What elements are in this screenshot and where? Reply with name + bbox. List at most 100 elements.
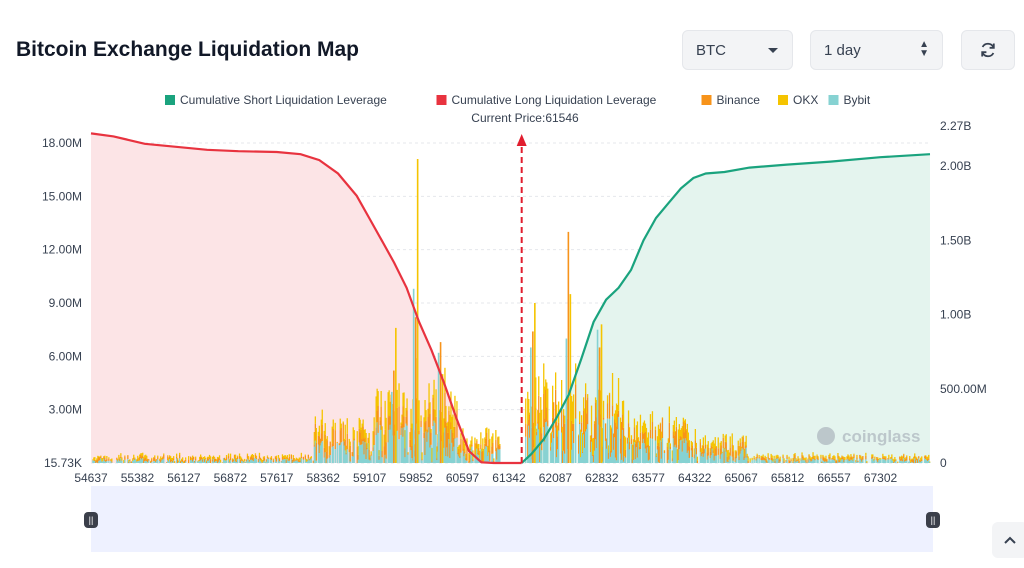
- bar-bybit: [856, 459, 858, 463]
- bar-okx: [339, 418, 341, 431]
- bar-okx: [877, 457, 879, 459]
- scroll-top-button[interactable]: [992, 522, 1024, 558]
- bar-okx: [488, 428, 490, 440]
- x-tick: 54637: [74, 471, 108, 485]
- bar-bybit: [173, 460, 175, 463]
- bar-bybit: [890, 459, 892, 463]
- bar-okx: [396, 389, 398, 408]
- bar-okx: [258, 452, 261, 456]
- refresh-button[interactable]: [961, 30, 1015, 70]
- bar-bybit: [372, 450, 374, 463]
- bar-binance: [641, 432, 644, 444]
- bar-okx: [390, 394, 392, 398]
- bar-binance: [387, 417, 389, 443]
- bar-binance: [674, 431, 676, 445]
- bar-bybit: [246, 458, 249, 463]
- bar-bybit: [416, 423, 418, 463]
- bar-binance: [127, 455, 129, 459]
- bar-okx: [412, 399, 414, 430]
- bar-bybit: [558, 430, 560, 463]
- bar-okx: [788, 456, 790, 460]
- bar-okx: [575, 363, 577, 385]
- bar-binance: [358, 428, 360, 443]
- bar-bybit: [154, 461, 156, 463]
- bar-bybit: [326, 458, 328, 463]
- bar-okx: [263, 456, 266, 458]
- bar-bybit: [98, 460, 100, 463]
- bar-bybit: [492, 453, 494, 463]
- bar-bybit: [672, 438, 674, 463]
- bar-binance: [296, 459, 298, 461]
- bar-binance: [349, 445, 351, 462]
- bar-binance: [123, 462, 125, 463]
- bar-binance: [428, 402, 430, 428]
- bar-okx: [586, 400, 588, 414]
- bar-bybit: [305, 461, 307, 463]
- range-navigator[interactable]: || ||: [84, 486, 940, 552]
- bar-binance: [472, 459, 474, 462]
- bar-bybit: [699, 451, 701, 463]
- bar-binance: [704, 445, 706, 449]
- bar-bybit: [745, 447, 747, 463]
- peak-bar-binance: [567, 231, 570, 463]
- bar-okx: [417, 418, 419, 421]
- bar-binance: [732, 451, 734, 461]
- bar-okx: [573, 394, 575, 424]
- navigator-left-handle[interactable]: ||: [84, 512, 98, 528]
- bar-binance: [894, 459, 896, 462]
- short-fill: [521, 154, 930, 463]
- bar-bybit: [605, 448, 608, 463]
- bar-binance: [363, 438, 365, 455]
- bar-binance: [261, 462, 264, 463]
- bar-bybit: [436, 460, 438, 463]
- bar-binance: [143, 459, 145, 463]
- bar-okx: [536, 428, 538, 432]
- bar-bybit: [612, 449, 615, 463]
- bar-binance: [383, 446, 385, 463]
- coin-select[interactable]: BTC: [682, 30, 793, 70]
- bar-okx: [635, 425, 638, 442]
- bar-binance: [155, 460, 157, 463]
- bar-okx: [658, 428, 661, 447]
- bar-okx: [643, 420, 646, 433]
- bar-bybit: [441, 441, 443, 463]
- bar-bybit: [320, 442, 322, 463]
- bar-okx: [681, 426, 683, 441]
- bar-okx: [686, 423, 688, 443]
- bar-binance: [260, 461, 263, 463]
- bar-bybit: [551, 442, 553, 463]
- range-select[interactable]: 1 day ▲ ▼: [810, 30, 943, 70]
- bar-okx: [429, 402, 431, 414]
- bar-okx: [448, 406, 450, 411]
- bar-bybit: [686, 452, 688, 463]
- bar-bybit: [340, 442, 342, 463]
- navigator-right-handle[interactable]: ||: [926, 512, 940, 528]
- bar-binance: [180, 461, 182, 463]
- bar-bybit: [396, 430, 398, 463]
- bar-okx: [192, 455, 194, 458]
- bar-okx: [463, 441, 465, 449]
- bar-binance: [376, 410, 378, 423]
- bar-bybit: [133, 459, 135, 463]
- bar-bybit: [607, 458, 610, 463]
- bar-binance: [496, 448, 498, 460]
- bar-bybit: [250, 459, 253, 463]
- bar-bybit: [687, 450, 689, 463]
- bar-binance: [314, 423, 316, 441]
- bar-bybit: [406, 425, 408, 463]
- bar-binance: [872, 456, 874, 459]
- bar-bybit: [376, 422, 378, 463]
- x-tick: 62832: [585, 471, 619, 485]
- bar-binance: [673, 435, 675, 447]
- bar-bybit: [756, 458, 758, 463]
- bar-binance: [632, 444, 635, 460]
- bar-okx: [247, 456, 250, 460]
- bar-bybit: [804, 460, 806, 463]
- bar-binance: [566, 441, 568, 459]
- bar-okx: [834, 456, 836, 460]
- bar-okx: [713, 443, 715, 455]
- bar-binance: [557, 436, 559, 450]
- bar-bybit: [635, 447, 638, 463]
- bar-binance: [491, 446, 493, 454]
- bar-binance: [536, 431, 538, 436]
